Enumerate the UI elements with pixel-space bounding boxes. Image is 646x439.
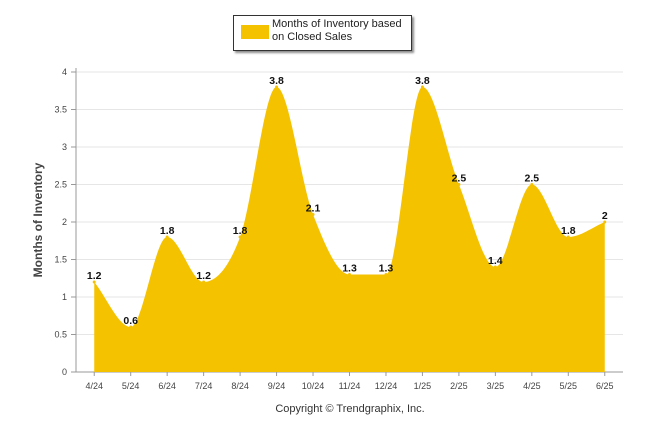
- x-tick-label: 4/24: [85, 381, 103, 391]
- data-point: [384, 273, 388, 276]
- x-tick-label: 8/24: [231, 381, 249, 391]
- x-tick-label: 7/24: [195, 381, 213, 391]
- data-point: [566, 235, 570, 239]
- x-tick-label: 1/25: [414, 381, 432, 391]
- data-label: 1.8: [160, 225, 175, 237]
- x-tick-label: 5/24: [122, 381, 140, 391]
- x-tick-label: 12/24: [375, 381, 398, 391]
- data-label: 3.8: [269, 75, 284, 87]
- data-label: 1.8: [561, 225, 576, 237]
- series-area: [94, 87, 605, 372]
- x-tick-label: 2/25: [450, 381, 468, 391]
- data-point: [603, 220, 607, 224]
- data-label: 1.4: [488, 255, 503, 267]
- x-tick-label: 11/24: [339, 381, 361, 391]
- y-tick-label: 0: [62, 367, 67, 377]
- data-point: [457, 183, 461, 186]
- x-tick-label: 6/25: [596, 381, 614, 391]
- x-tick-label: 9/24: [268, 381, 286, 391]
- data-label: 1.2: [87, 270, 102, 282]
- data-point: [129, 325, 133, 329]
- y-tick-label: 1.5: [54, 255, 67, 265]
- data-point: [530, 183, 534, 186]
- data-point: [202, 280, 206, 284]
- data-label: 0.6: [123, 315, 138, 327]
- data-label: 2: [602, 210, 608, 222]
- y-tick-label: 2.5: [54, 180, 67, 190]
- data-label: 1.8: [233, 225, 248, 237]
- data-label: 1.2: [196, 270, 211, 282]
- y-tick-label: 3.5: [54, 105, 67, 115]
- legend-swatch: [241, 25, 269, 39]
- legend-label: Months of Inventory based on Closed Sale…: [272, 18, 402, 43]
- y-tick-label: 3: [62, 142, 67, 152]
- data-point: [238, 235, 242, 239]
- x-tick-label: 3/25: [487, 381, 505, 391]
- data-label: 3.8: [415, 75, 430, 87]
- data-label: 2.5: [452, 173, 467, 185]
- data-point: [275, 85, 279, 89]
- legend: Months of Inventory based on Closed Sale…: [233, 15, 412, 51]
- y-tick-label: 2: [62, 217, 67, 227]
- y-tick-label: 0.5: [54, 330, 67, 340]
- data-point: [165, 235, 169, 239]
- x-tick-label: 6/24: [158, 381, 176, 391]
- y-tick-label: 4: [62, 67, 67, 77]
- y-axis-title: Months of Inventory: [31, 162, 45, 278]
- data-point: [92, 280, 96, 284]
- data-point: [311, 213, 315, 216]
- data-point: [420, 85, 424, 89]
- data-label: 2.5: [525, 173, 540, 185]
- data-label: 2.1: [306, 203, 321, 215]
- x-tick-label: 10/24: [302, 381, 325, 391]
- x-tick-label: 4/25: [523, 381, 541, 391]
- data-label: 1.3: [342, 263, 357, 275]
- x-tick-label: 5/25: [560, 381, 578, 391]
- data-point: [348, 273, 351, 276]
- data-point: [493, 265, 497, 269]
- copyright-text: Copyright © Trendgraphix, Inc.: [275, 403, 425, 415]
- data-label: 1.3: [379, 263, 394, 275]
- y-tick-label: 1: [62, 292, 67, 302]
